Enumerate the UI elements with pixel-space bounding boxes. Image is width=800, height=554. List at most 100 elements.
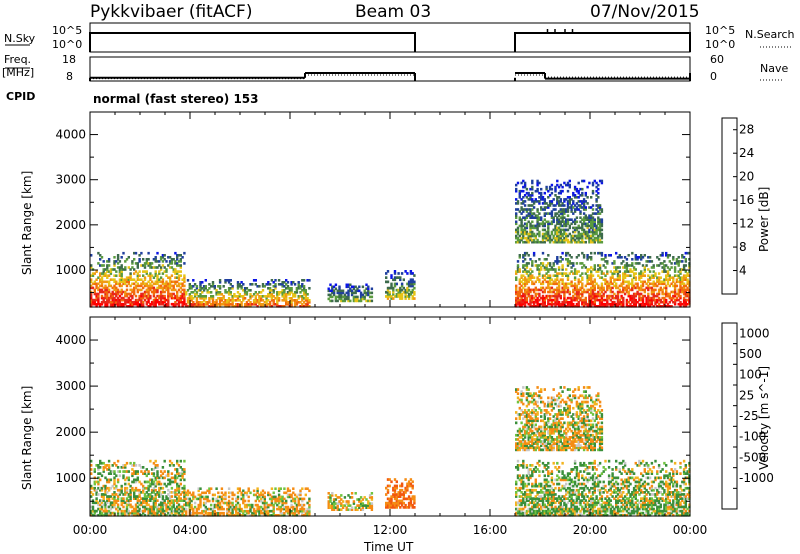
velocity-cell <box>515 482 518 486</box>
velocity-cell <box>222 511 225 515</box>
power-cell <box>543 208 546 211</box>
velocity-cell <box>177 507 181 511</box>
power-cell <box>590 256 593 259</box>
power-cell <box>682 278 686 281</box>
power-cell <box>556 220 559 224</box>
power-cell <box>254 301 257 304</box>
power-cell <box>397 272 400 275</box>
velocity-cell <box>129 484 132 488</box>
power-cell <box>288 293 291 296</box>
power-cell <box>538 222 541 226</box>
power-cell <box>600 284 604 288</box>
power-cell <box>565 220 568 224</box>
power-cell <box>159 296 163 300</box>
power-cell <box>125 292 129 296</box>
velocity-cell <box>161 509 165 513</box>
velocity-cell <box>283 507 286 511</box>
power-cell <box>249 283 252 286</box>
power-cell <box>670 262 673 265</box>
power-cell <box>598 220 602 224</box>
power-cell <box>527 198 530 201</box>
velocity-cell <box>167 482 170 486</box>
power-cell <box>254 297 257 300</box>
power-cell <box>120 284 123 288</box>
power-cell <box>638 278 641 281</box>
velocity-cell <box>516 474 520 478</box>
power-cell <box>147 294 150 298</box>
velocity-cell <box>113 478 116 482</box>
power-cell <box>104 268 107 271</box>
power-cell <box>534 214 537 217</box>
power-cell <box>648 282 652 286</box>
power-cell <box>661 266 664 269</box>
power-cell <box>636 262 639 265</box>
power-cell <box>354 285 357 289</box>
velocity-cell <box>177 486 181 490</box>
power-cell <box>570 305 573 308</box>
velocity-cell <box>286 493 290 497</box>
velocity-cell <box>102 484 105 488</box>
power-cell <box>545 286 548 290</box>
power-cell <box>556 226 559 230</box>
power-cell <box>561 189 564 193</box>
velocity-cell <box>177 474 181 478</box>
velocity-cell <box>188 497 191 501</box>
power-cell <box>265 283 268 286</box>
power-cell <box>541 196 545 199</box>
velocity-cell <box>522 513 525 517</box>
power-cell <box>582 200 586 203</box>
power-cell <box>179 264 182 267</box>
power-cell <box>575 262 579 265</box>
power-cell <box>550 302 554 306</box>
power-cell <box>133 302 136 306</box>
power-cell <box>566 305 570 308</box>
power-cell <box>545 187 548 191</box>
velocity-cell <box>165 474 168 478</box>
velocity-cell <box>136 478 139 482</box>
velocity-cell <box>150 505 154 509</box>
power-cell <box>561 204 564 207</box>
power-cell <box>523 290 527 294</box>
power-cell <box>602 298 605 302</box>
power-cell <box>523 185 527 189</box>
velocity-cell <box>124 501 127 505</box>
velocity-cell <box>386 501 390 505</box>
velocity-cell <box>150 511 154 515</box>
power-cell <box>152 298 156 302</box>
power-cell <box>536 288 539 292</box>
power-cell <box>350 293 354 297</box>
power-cell <box>158 272 161 275</box>
power-cell <box>573 305 577 308</box>
velocity-cell <box>297 509 300 513</box>
velocity-cell <box>199 497 202 501</box>
power-cell <box>252 293 256 296</box>
velocity-cell <box>120 466 123 469</box>
power-cell <box>563 286 566 290</box>
power-cell <box>679 288 682 292</box>
power-cell <box>586 236 589 240</box>
velocity-cell <box>242 501 245 505</box>
velocity-cell <box>231 497 234 501</box>
power-cell <box>249 289 252 292</box>
power-cell <box>652 282 655 286</box>
velocity-cell <box>158 503 161 507</box>
power-cell <box>681 278 684 281</box>
power-cell <box>179 274 182 277</box>
velocity-cell <box>156 482 159 486</box>
power-cell <box>99 264 102 267</box>
power-cell <box>563 204 566 207</box>
power-cell <box>159 256 163 259</box>
power-cell <box>274 287 277 290</box>
power-cell <box>527 234 530 238</box>
power-cell <box>134 286 138 290</box>
power-cell <box>561 280 564 284</box>
power-cell <box>591 220 595 224</box>
power-cell <box>525 240 529 244</box>
velocity-cell <box>288 493 291 497</box>
velocity-cell <box>199 501 202 505</box>
power-cell <box>556 282 559 286</box>
velocity-cell <box>145 474 148 478</box>
power-cell <box>168 282 172 286</box>
power-cell <box>668 268 671 271</box>
power-cell <box>623 276 627 279</box>
